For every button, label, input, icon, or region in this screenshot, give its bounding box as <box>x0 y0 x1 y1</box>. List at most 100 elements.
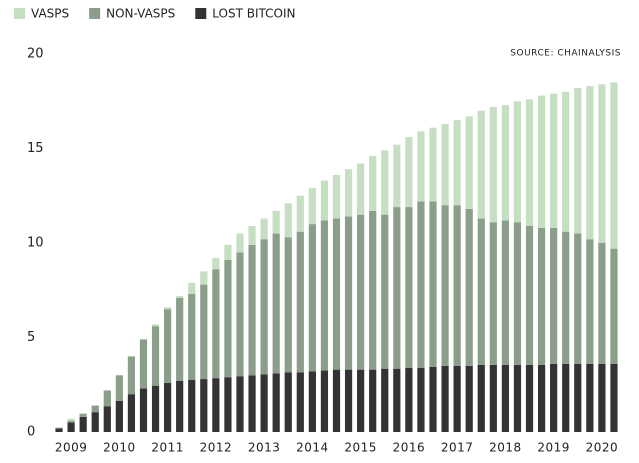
bar-segment <box>344 369 353 432</box>
bar-segment <box>67 418 75 421</box>
legend-label: NON-VASPS <box>106 7 175 21</box>
bar-segment <box>272 373 280 432</box>
bar-segment <box>405 367 413 432</box>
bar-segment <box>405 207 413 368</box>
legend-swatch <box>195 8 207 19</box>
bar-segment <box>139 339 148 389</box>
bar-segment <box>381 150 389 215</box>
y-tick-label: 5 <box>27 330 35 345</box>
bar-segment <box>212 378 220 432</box>
bar-segment <box>103 406 111 432</box>
bar-segment <box>453 365 461 432</box>
legend-swatch <box>89 8 101 19</box>
bar-segment <box>441 123 449 206</box>
bar-segment <box>598 84 606 244</box>
legend-label: VASPS <box>31 7 69 21</box>
bar-segment <box>332 369 341 432</box>
bar-segment <box>537 227 546 365</box>
bar-segment <box>91 412 99 432</box>
x-tick-label: 2012 <box>200 441 233 455</box>
x-tick-label: 2013 <box>248 441 281 455</box>
bar-segment <box>91 405 99 413</box>
x-tick-label: 2014 <box>296 441 329 455</box>
bar-segment <box>477 364 485 432</box>
bar-segment <box>248 225 256 245</box>
y-tick-label: 15 <box>27 141 44 156</box>
bar-segment <box>200 379 208 432</box>
bar-segment <box>272 233 280 374</box>
source: SOURCE: CHAINALYSIS <box>510 49 621 59</box>
bar-segment <box>55 427 63 429</box>
x-tick-label: 2015 <box>344 441 377 455</box>
bar-segment <box>550 227 558 364</box>
x-tick-label: 2016 <box>393 441 426 455</box>
y-tick-label: 10 <box>27 236 44 251</box>
bar-segment <box>537 364 546 432</box>
legend-label: LOST BITCOIN <box>212 7 295 21</box>
x-tick-label: 2011 <box>151 441 184 455</box>
bar-segment <box>308 224 316 372</box>
bar-segment <box>537 95 546 228</box>
bar-segment <box>501 364 509 432</box>
bar-segment <box>139 388 148 432</box>
bar-segment <box>610 248 618 364</box>
bar-segment <box>417 131 425 202</box>
bar-segment <box>67 422 75 432</box>
bar-segment <box>501 105 509 221</box>
bar-segment <box>55 428 63 432</box>
legend-swatch <box>14 8 25 19</box>
bar-segment <box>525 364 534 432</box>
bar-segment <box>610 82 618 249</box>
bar-segment <box>308 188 316 225</box>
bar-segment <box>284 372 292 432</box>
bar-segment <box>429 127 437 202</box>
bar-segment <box>188 294 196 381</box>
bar-segment <box>429 366 437 432</box>
bar-segment <box>284 203 292 238</box>
bar-segment <box>369 156 377 211</box>
bar-segment <box>586 363 594 432</box>
bar-segment <box>115 400 123 432</box>
bar-segment <box>127 356 136 395</box>
bar-segment <box>610 363 618 432</box>
bar-segment <box>417 201 425 368</box>
y-tick-label: 0 <box>27 425 35 440</box>
bar-segment <box>164 382 172 432</box>
bar-segment <box>453 120 461 206</box>
bar-segment <box>296 195 304 232</box>
y-tick-label: 20 <box>27 47 44 62</box>
bar-segment <box>465 208 473 366</box>
bar-segment <box>465 116 473 209</box>
bar-segment <box>188 282 196 295</box>
bar-segment <box>369 369 377 432</box>
bar-segment <box>344 216 353 370</box>
bar-segment <box>477 110 485 219</box>
bar-segment <box>296 372 304 432</box>
bar-segment <box>598 243 606 364</box>
bar-segment <box>260 218 268 240</box>
bar-segment <box>272 210 280 234</box>
bar-segment <box>308 371 316 432</box>
bar-segment <box>562 363 570 432</box>
bar-segment <box>332 174 341 219</box>
bar-segment <box>248 244 256 376</box>
bar-segment <box>513 222 522 365</box>
bar-segment <box>598 363 606 432</box>
bar-segment <box>357 214 365 370</box>
bar-segment <box>525 99 534 226</box>
bar-segment <box>151 324 160 327</box>
x-tick-label: 2010 <box>103 441 136 455</box>
x-tick-label: 2017 <box>441 441 474 455</box>
bar-segment <box>284 237 292 373</box>
bar-segment <box>115 375 123 401</box>
bar-segment <box>477 218 485 365</box>
bar-segment <box>67 420 75 423</box>
bar-segment <box>332 218 341 370</box>
bar-segment <box>550 363 558 432</box>
bar-segment <box>405 137 413 208</box>
bar-segment <box>441 365 449 432</box>
bar-segment <box>586 239 594 364</box>
bar-segment <box>320 370 329 432</box>
bar-segment <box>453 205 461 366</box>
bar-segment <box>525 225 534 365</box>
